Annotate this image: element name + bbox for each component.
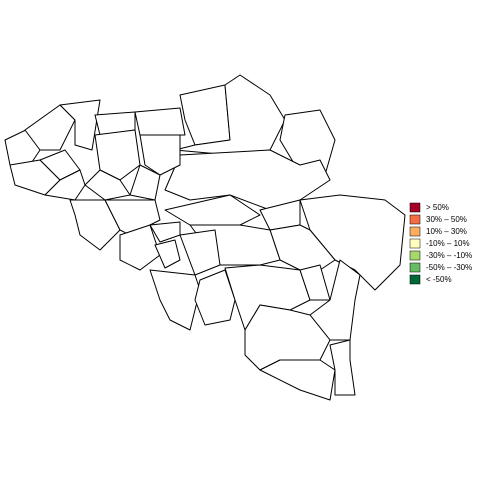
legend-swatch bbox=[409, 250, 421, 261]
region bbox=[24, 104, 76, 151]
legend-swatch bbox=[409, 274, 421, 285]
regions bbox=[4, 74, 406, 401]
legend-swatch bbox=[409, 202, 421, 213]
region bbox=[244, 304, 331, 371]
legend-swatch bbox=[409, 214, 421, 225]
region bbox=[259, 359, 336, 401]
region bbox=[59, 99, 101, 151]
region bbox=[194, 269, 236, 326]
region bbox=[164, 194, 261, 226]
region bbox=[44, 169, 86, 201]
legend-label: > 50% bbox=[426, 203, 449, 212]
legend-label: 30% – 50% bbox=[426, 215, 467, 224]
region bbox=[139, 134, 181, 176]
region bbox=[149, 269, 201, 331]
region bbox=[329, 339, 356, 396]
region bbox=[149, 221, 181, 243]
region bbox=[84, 169, 131, 201]
legend-label: < -50% bbox=[426, 275, 452, 284]
region bbox=[179, 84, 231, 146]
legend-label: -30% – -10% bbox=[426, 251, 472, 260]
region bbox=[309, 259, 361, 341]
region bbox=[119, 224, 161, 271]
region bbox=[269, 224, 336, 271]
legend-swatch bbox=[409, 238, 421, 249]
legend: > 50% 30% – 50% 10% – 30% -10% – 10% -30% – … bbox=[409, 202, 472, 285]
region bbox=[154, 239, 181, 269]
region bbox=[179, 229, 221, 276]
region bbox=[94, 129, 141, 181]
legend-label: 10% – 30% bbox=[426, 227, 467, 236]
region bbox=[134, 107, 186, 136]
legend-label: -10% – 10% bbox=[426, 239, 470, 248]
legend-swatch bbox=[409, 262, 421, 273]
legend-swatch bbox=[409, 226, 421, 237]
legend-label: -50% – -30% bbox=[426, 263, 472, 272]
